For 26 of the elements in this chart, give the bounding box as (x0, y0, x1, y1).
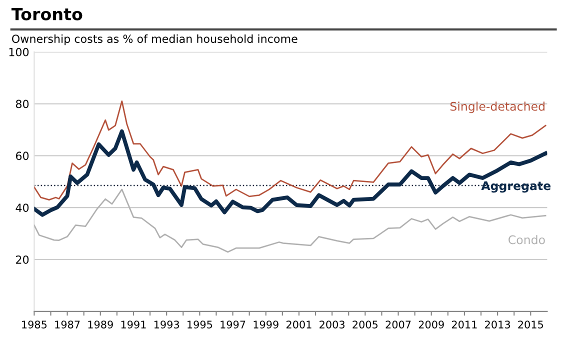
x-tick-label: 1987 (55, 320, 80, 328)
chart-title: Toronto (11, 8, 82, 20)
y-tick-label: 40 (16, 204, 29, 212)
x-tick-label: 1997 (220, 320, 246, 328)
x-tick-label: 1999 (254, 320, 278, 328)
x-tick-label: 2005 (352, 320, 378, 328)
x-tick-label: 1993 (154, 320, 180, 328)
series-label: Aggregate (481, 181, 551, 193)
x-tick-label: 2013 (485, 320, 510, 328)
y-tick-label: 60 (16, 152, 29, 160)
x-tick-label: 1985 (22, 320, 47, 328)
y-tick-label: 20 (16, 255, 29, 264)
x-tick-label: 1995 (188, 320, 212, 328)
chart-subtitle: Ownership costs as % of median household income (12, 34, 298, 46)
x-tick-label: 2007 (386, 320, 411, 328)
y-tick-label: 100 (9, 48, 29, 56)
x-tick-label: 1989 (88, 320, 113, 328)
x-tick-label: 1991 (121, 320, 146, 328)
x-tick-label: 2015 (518, 320, 543, 328)
x-tick-label: 2011 (452, 320, 477, 328)
series-label: Condo (508, 235, 545, 244)
y-tick-label: 80 (16, 100, 29, 108)
x-tick-label: 2009 (418, 320, 444, 328)
series-label: Single-detached (450, 102, 544, 114)
x-tick-label: 2001 (286, 320, 312, 328)
x-tick-label: 2003 (320, 320, 344, 328)
